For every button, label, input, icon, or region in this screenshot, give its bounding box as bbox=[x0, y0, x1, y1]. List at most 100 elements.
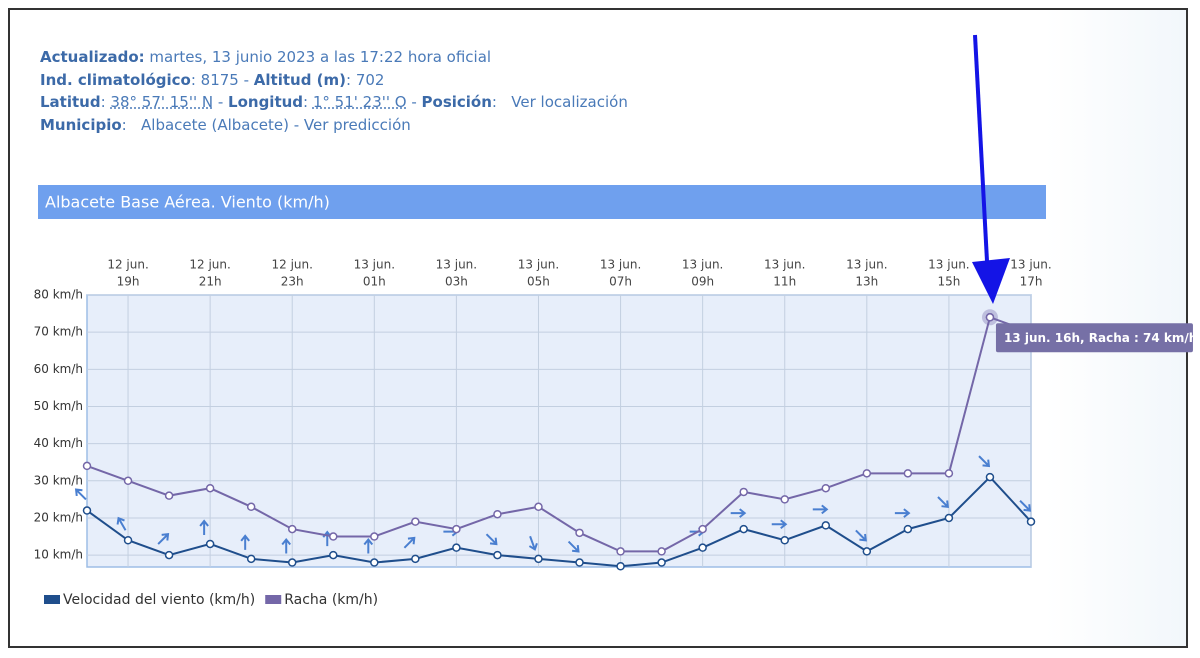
info-text: 1° 51' 23'' O bbox=[312, 93, 407, 111]
data-point bbox=[411, 554, 420, 564]
data-point bbox=[944, 469, 954, 478]
y-tick-label: 70 km/h bbox=[34, 325, 83, 339]
x-tick-label: 19h bbox=[117, 275, 140, 289]
annotation-arrowhead bbox=[972, 258, 1010, 304]
data-point bbox=[370, 558, 379, 567]
data-point bbox=[246, 502, 256, 512]
tooltip-text: 13 jun. 16h, Racha : 74 km/h bbox=[1004, 331, 1197, 345]
data-point bbox=[82, 506, 92, 515]
data-point bbox=[657, 547, 666, 556]
data-point bbox=[205, 539, 215, 549]
info-text: Altitud (m) bbox=[253, 70, 347, 89]
x-tick-label: 13 jun. bbox=[928, 258, 969, 272]
data-point bbox=[493, 509, 502, 519]
wind-arrow bbox=[485, 533, 498, 546]
info-text: : 702 bbox=[346, 70, 385, 89]
wind-arrow bbox=[363, 537, 374, 554]
data-point bbox=[123, 535, 133, 545]
data-point bbox=[821, 483, 831, 493]
x-tick-label: 03h bbox=[445, 275, 468, 289]
y-tick-label: 80 km/h bbox=[34, 288, 83, 302]
wind-arrow bbox=[403, 536, 416, 549]
data-point bbox=[616, 547, 625, 556]
title-bar bbox=[38, 185, 1046, 219]
data-point bbox=[493, 550, 502, 560]
info-text: Municipio bbox=[40, 115, 122, 134]
data-point bbox=[452, 524, 461, 534]
info-text: Latitud bbox=[40, 93, 101, 111]
data-point bbox=[903, 469, 913, 478]
wind-arrow bbox=[528, 535, 538, 551]
info-text: Posición bbox=[421, 93, 492, 111]
x-tick-label: 01h bbox=[363, 275, 386, 289]
info-text: : bbox=[303, 93, 313, 111]
data-point bbox=[370, 532, 379, 541]
data-point bbox=[82, 461, 92, 471]
info-text: : 8175 - bbox=[190, 70, 254, 89]
wind-arrow bbox=[199, 519, 209, 535]
x-tick-label: 13 jun. bbox=[764, 258, 805, 272]
data-point bbox=[575, 528, 584, 538]
x-tick-label: 11h bbox=[773, 275, 796, 289]
info-line: Ind. climatológico: 8175 - Altitud (m): … bbox=[40, 69, 628, 92]
info-text: martes, 13 junio 2023 a las 17:22 hora o… bbox=[144, 48, 492, 66]
data-point bbox=[698, 543, 707, 552]
y-tick-label: 10 km/h bbox=[34, 548, 83, 562]
info-text: Ind. climatológico bbox=[40, 70, 191, 89]
data-point bbox=[862, 547, 872, 556]
data-point bbox=[739, 487, 748, 497]
data-point bbox=[575, 558, 584, 567]
legend-label: Racha (km/h) bbox=[284, 592, 378, 608]
data-point bbox=[780, 535, 789, 545]
info-text: Longitud bbox=[228, 93, 304, 111]
wind-arrow bbox=[157, 533, 170, 545]
data-point bbox=[329, 550, 338, 560]
y-tick-label: 60 km/h bbox=[34, 362, 83, 376]
x-tick-label: 13 jun. bbox=[682, 258, 723, 272]
wind-arrow bbox=[74, 488, 87, 501]
wind-arrow bbox=[855, 529, 867, 542]
x-tick-label: 12 jun. bbox=[107, 258, 148, 272]
info-text: : Albacete (Albacete) - Ver predicción bbox=[121, 115, 411, 134]
info-text: - bbox=[213, 93, 229, 111]
plot-area bbox=[86, 294, 1032, 568]
data-point bbox=[123, 476, 133, 486]
data-point bbox=[944, 513, 954, 523]
x-tick-label: 05h bbox=[527, 275, 550, 289]
data-point bbox=[1026, 517, 1036, 526]
info-text: Actualizado: bbox=[40, 48, 145, 66]
wind-arrow bbox=[1019, 500, 1032, 512]
wind-arrow bbox=[567, 540, 580, 553]
data-point bbox=[903, 524, 913, 534]
data-point bbox=[698, 524, 707, 534]
station-info: Actualizado: martes, 13 junio 2023 a las… bbox=[40, 46, 628, 136]
legend-swatch bbox=[265, 595, 282, 604]
info-text: : Ver localización bbox=[491, 93, 628, 111]
data-point bbox=[287, 524, 297, 534]
data-point bbox=[616, 562, 625, 571]
data-point bbox=[329, 532, 338, 541]
y-tick-label: 40 km/h bbox=[34, 436, 83, 450]
highlight-point bbox=[985, 313, 995, 322]
data-point bbox=[985, 472, 995, 482]
info-text: : bbox=[100, 93, 111, 111]
wind-arrow bbox=[730, 508, 747, 518]
x-tick-label: 09h bbox=[691, 275, 714, 289]
info-line: Latitud: 38° 57' 15'' N - Longitud: 1° 5… bbox=[40, 91, 628, 114]
data-point bbox=[164, 550, 174, 560]
data-point bbox=[780, 495, 789, 504]
wind-arrow bbox=[812, 504, 829, 515]
wind-arrow bbox=[240, 534, 250, 550]
x-tick-label: 13 jun. bbox=[518, 258, 559, 272]
data-point bbox=[452, 543, 461, 552]
legend-swatch bbox=[44, 595, 60, 604]
x-tick-label: 07h bbox=[609, 275, 632, 289]
tooltip-box bbox=[995, 323, 1193, 353]
x-tick-label: 13 jun. bbox=[846, 258, 887, 272]
x-tick-label: 13 jun. bbox=[354, 258, 395, 272]
x-tick-label: 12 jun. bbox=[271, 258, 312, 272]
y-tick-label: 50 km/h bbox=[34, 399, 83, 413]
series-line bbox=[86, 315, 1032, 553]
